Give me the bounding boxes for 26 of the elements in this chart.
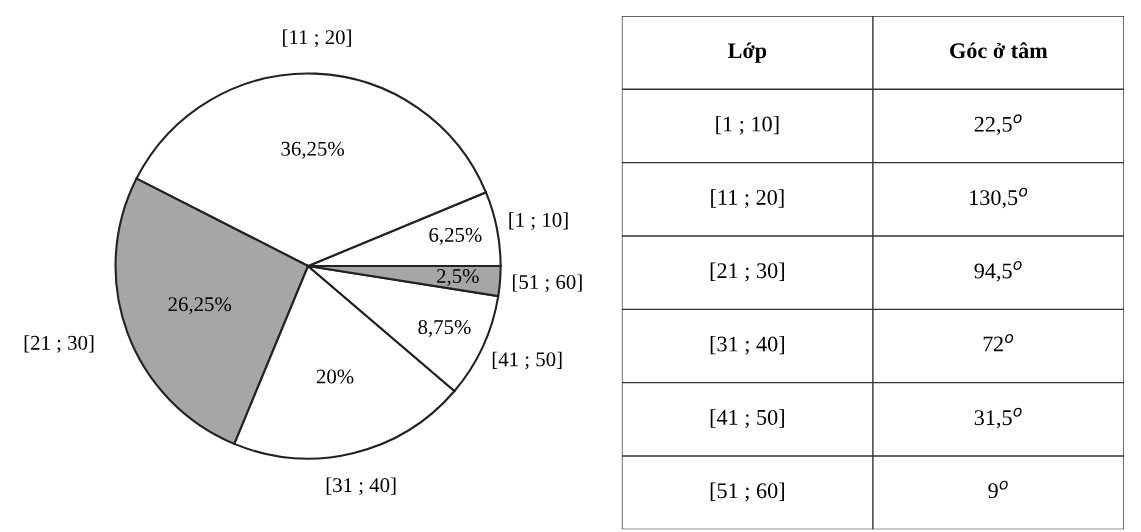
data-label: 20%	[316, 369, 354, 384]
text: [41 ; 50]	[710, 409, 784, 429]
data-label: 8,75%	[418, 320, 471, 338]
text: 94,5$^{o}$	[974, 261, 1022, 282]
slice-label: [51 ; 60]	[513, 274, 582, 293]
text: 130,5$^{o}$	[970, 187, 1028, 209]
text: 72$^{o}$	[983, 334, 1014, 352]
slice-label: [41 ; 50]	[492, 351, 562, 370]
slice-label: [11 ; 20]	[283, 29, 351, 48]
text: 9$^{o}$	[988, 480, 1008, 499]
data-label: 6,25%	[429, 227, 482, 245]
data-label: 26,25%	[168, 297, 232, 315]
category-label: Lớp	[727, 42, 767, 63]
slice-label: [1 ; 10]	[509, 212, 568, 230]
text: [51 ; 60]	[710, 482, 784, 502]
text: [11 ; 20]	[711, 189, 784, 209]
text: [31 ; 40]	[710, 335, 784, 355]
data-label: 36,25%	[281, 141, 345, 159]
text: 22,5$^{o}$	[974, 114, 1022, 135]
data-label: 2,5%	[437, 268, 479, 286]
category-label: Góc ở tâm	[950, 42, 1048, 59]
text: [21 ; 30]	[710, 262, 784, 282]
text: [1 ; 10]	[716, 115, 779, 135]
text: 31,5$^{o}$	[974, 407, 1022, 429]
slice-label: [31 ; 40]	[326, 477, 396, 496]
slice-label: [21 ; 30]	[24, 335, 94, 353]
